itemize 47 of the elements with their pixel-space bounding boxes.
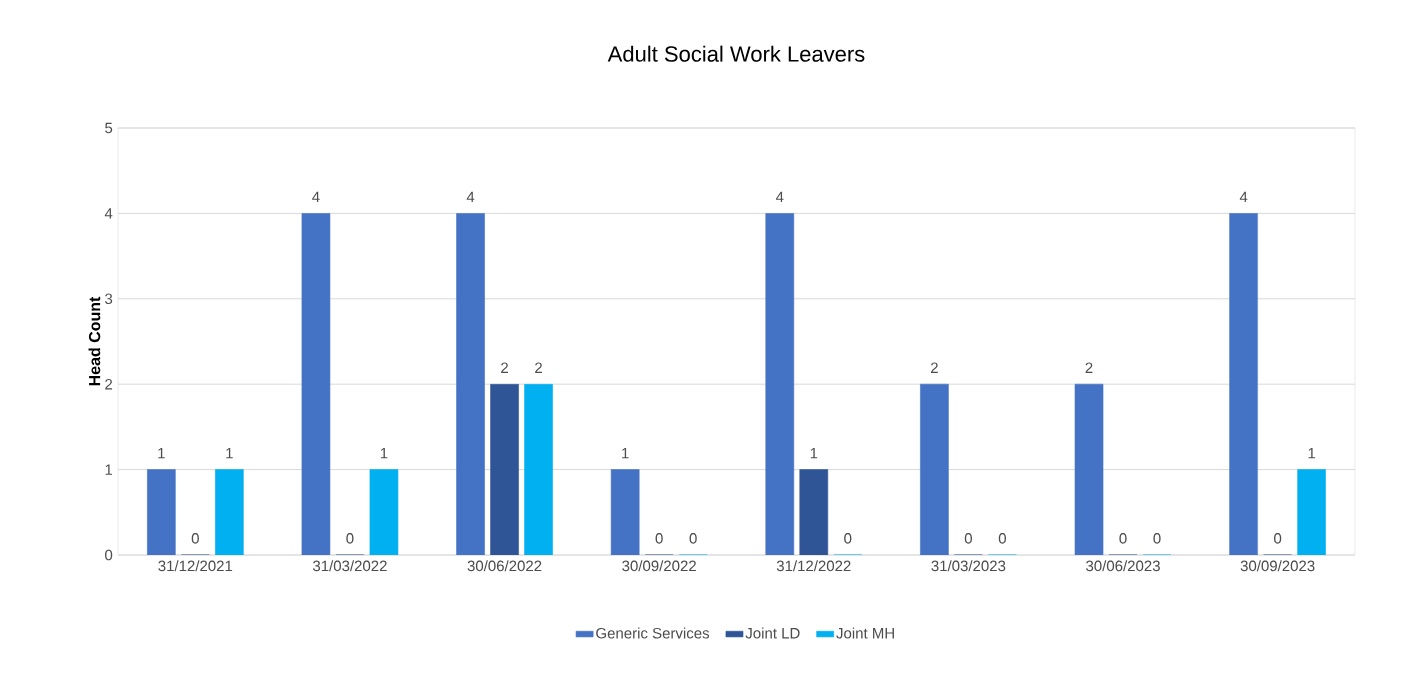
x-tick-label: 30/09/2023 — [1240, 560, 1315, 572]
legend-label: Joint LD — [745, 627, 800, 639]
data-label: 4 — [312, 191, 320, 203]
data-label: 2 — [501, 362, 508, 373]
y-tick-label: 3 — [105, 293, 113, 305]
data-label: 0 — [655, 533, 663, 544]
data-label: 4 — [1239, 191, 1248, 203]
data-label: 1 — [810, 447, 818, 459]
legend-label: Generic Services — [596, 627, 710, 639]
y-tick-label: 4 — [104, 208, 113, 219]
data-label: 0 — [964, 533, 972, 544]
data-label: 2 — [1085, 362, 1093, 373]
x-tick-label: 30/06/2023 — [1086, 560, 1160, 572]
legend-label: Joint MH — [836, 627, 894, 639]
data-label: 4 — [466, 191, 475, 203]
data-label: 0 — [346, 533, 354, 544]
x-tick-label: 30/06/2022 — [467, 560, 542, 572]
data-label: 4 — [775, 191, 784, 203]
data-label: 1 — [226, 447, 233, 459]
data-label: 1 — [158, 447, 165, 459]
chart-title: Adult Social Work Leavers — [607, 45, 865, 62]
x-tick-label: 31/12/2021 — [158, 560, 233, 572]
y-axis-title: Head Count — [88, 296, 101, 386]
data-label: 1 — [622, 447, 629, 459]
y-tick-label: 5 — [105, 122, 113, 134]
data-label: 0 — [1153, 533, 1161, 544]
x-tick-label: 31/12/2022 — [776, 560, 851, 572]
data-label: 0 — [1274, 533, 1282, 544]
x-tick-label: 31/03/2022 — [312, 560, 387, 572]
y-tick-label: 0 — [105, 549, 113, 561]
bar — [369, 469, 399, 555]
x-tick-label: 31/03/2023 — [931, 560, 1006, 572]
data-label: 2 — [930, 362, 938, 373]
x-tick-label: 30/09/2022 — [622, 560, 696, 572]
y-tick-label: 1 — [105, 464, 113, 475]
bar — [524, 383, 553, 555]
data-label: 0 — [844, 533, 852, 544]
data-label: 0 — [1119, 533, 1127, 544]
data-label: 1 — [1308, 447, 1316, 459]
data-label: 0 — [998, 533, 1006, 544]
y-tick-label: 2 — [105, 378, 113, 390]
data-label: 2 — [535, 362, 542, 373]
data-label: 1 — [380, 447, 388, 459]
data-label: 0 — [191, 533, 199, 544]
bar — [215, 469, 244, 555]
data-label: 0 — [689, 533, 697, 544]
bar — [1297, 469, 1326, 555]
